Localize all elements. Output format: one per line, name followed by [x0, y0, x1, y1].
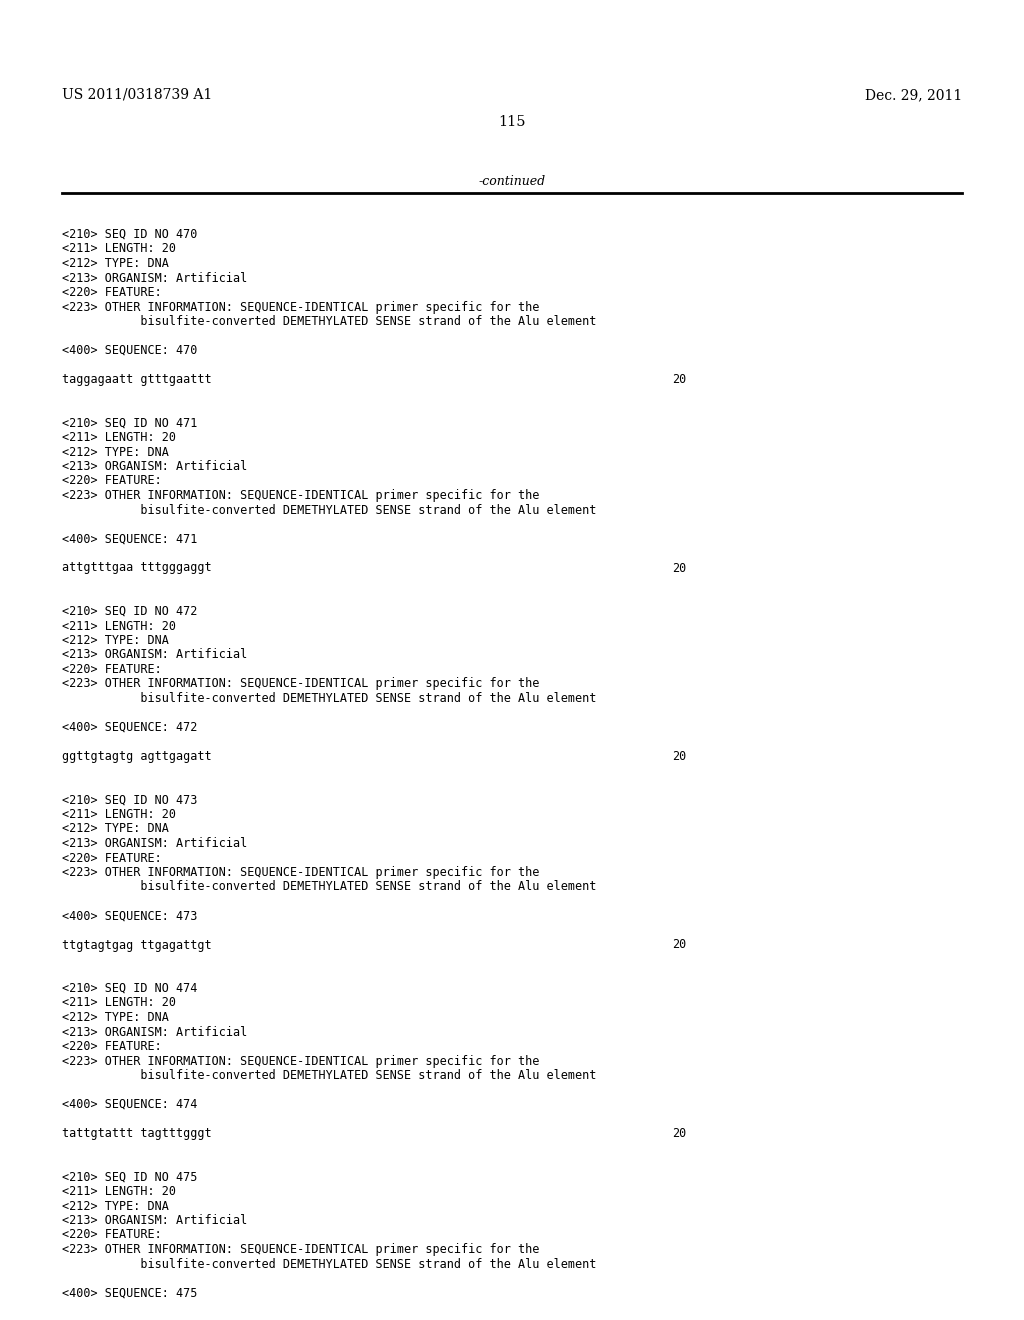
Text: <400> SEQUENCE: 474: <400> SEQUENCE: 474	[62, 1098, 198, 1111]
Text: <220> FEATURE:: <220> FEATURE:	[62, 474, 162, 487]
Text: 20: 20	[672, 750, 686, 763]
Text: <220> FEATURE:: <220> FEATURE:	[62, 663, 162, 676]
Text: bisulfite-converted DEMETHYLATED SENSE strand of the Alu element: bisulfite-converted DEMETHYLATED SENSE s…	[62, 315, 596, 327]
Text: <400> SEQUENCE: 473: <400> SEQUENCE: 473	[62, 909, 198, 923]
Text: Dec. 29, 2011: Dec. 29, 2011	[864, 88, 962, 102]
Text: <211> LENGTH: 20: <211> LENGTH: 20	[62, 808, 176, 821]
Text: ggttgtagtg agttgagatt: ggttgtagtg agttgagatt	[62, 750, 212, 763]
Text: taggagaatt gtttgaattt: taggagaatt gtttgaattt	[62, 374, 212, 385]
Text: <223> OTHER INFORMATION: SEQUENCE-IDENTICAL primer specific for the: <223> OTHER INFORMATION: SEQUENCE-IDENTI…	[62, 1243, 540, 1257]
Text: <211> LENGTH: 20: <211> LENGTH: 20	[62, 432, 176, 444]
Text: <212> TYPE: DNA: <212> TYPE: DNA	[62, 446, 169, 458]
Text: <220> FEATURE:: <220> FEATURE:	[62, 1229, 162, 1242]
Text: <213> ORGANISM: Artificial: <213> ORGANISM: Artificial	[62, 272, 247, 285]
Text: <220> FEATURE:: <220> FEATURE:	[62, 286, 162, 300]
Text: <400> SEQUENCE: 471: <400> SEQUENCE: 471	[62, 532, 198, 545]
Text: 20: 20	[672, 939, 686, 952]
Text: <213> ORGANISM: Artificial: <213> ORGANISM: Artificial	[62, 1026, 247, 1039]
Text: <212> TYPE: DNA: <212> TYPE: DNA	[62, 1011, 169, 1024]
Text: <212> TYPE: DNA: <212> TYPE: DNA	[62, 634, 169, 647]
Text: 20: 20	[672, 374, 686, 385]
Text: <223> OTHER INFORMATION: SEQUENCE-IDENTICAL primer specific for the: <223> OTHER INFORMATION: SEQUENCE-IDENTI…	[62, 866, 540, 879]
Text: <212> TYPE: DNA: <212> TYPE: DNA	[62, 1200, 169, 1213]
Text: <210> SEQ ID NO 473: <210> SEQ ID NO 473	[62, 793, 198, 807]
Text: 115: 115	[499, 115, 525, 129]
Text: <210> SEQ ID NO 474: <210> SEQ ID NO 474	[62, 982, 198, 995]
Text: <212> TYPE: DNA: <212> TYPE: DNA	[62, 822, 169, 836]
Text: <213> ORGANISM: Artificial: <213> ORGANISM: Artificial	[62, 837, 247, 850]
Text: <210> SEQ ID NO 475: <210> SEQ ID NO 475	[62, 1171, 198, 1184]
Text: attgtttgaa tttgggaggt: attgtttgaa tttgggaggt	[62, 561, 212, 574]
Text: <213> ORGANISM: Artificial: <213> ORGANISM: Artificial	[62, 1214, 247, 1228]
Text: -continued: -continued	[478, 176, 546, 187]
Text: bisulfite-converted DEMETHYLATED SENSE strand of the Alu element: bisulfite-converted DEMETHYLATED SENSE s…	[62, 503, 596, 516]
Text: bisulfite-converted DEMETHYLATED SENSE strand of the Alu element: bisulfite-converted DEMETHYLATED SENSE s…	[62, 1258, 596, 1270]
Text: <223> OTHER INFORMATION: SEQUENCE-IDENTICAL primer specific for the: <223> OTHER INFORMATION: SEQUENCE-IDENTI…	[62, 488, 540, 502]
Text: bisulfite-converted DEMETHYLATED SENSE strand of the Alu element: bisulfite-converted DEMETHYLATED SENSE s…	[62, 1069, 596, 1082]
Text: <220> FEATURE:: <220> FEATURE:	[62, 851, 162, 865]
Text: bisulfite-converted DEMETHYLATED SENSE strand of the Alu element: bisulfite-converted DEMETHYLATED SENSE s…	[62, 692, 596, 705]
Text: US 2011/0318739 A1: US 2011/0318739 A1	[62, 88, 212, 102]
Text: <212> TYPE: DNA: <212> TYPE: DNA	[62, 257, 169, 271]
Text: <211> LENGTH: 20: <211> LENGTH: 20	[62, 1185, 176, 1199]
Text: <211> LENGTH: 20: <211> LENGTH: 20	[62, 619, 176, 632]
Text: <210> SEQ ID NO 471: <210> SEQ ID NO 471	[62, 417, 198, 429]
Text: ttgtagtgag ttgagattgt: ttgtagtgag ttgagattgt	[62, 939, 212, 952]
Text: <213> ORGANISM: Artificial: <213> ORGANISM: Artificial	[62, 459, 247, 473]
Text: 20: 20	[672, 1127, 686, 1140]
Text: tattgtattt tagtttgggt: tattgtattt tagtttgggt	[62, 1127, 212, 1140]
Text: <211> LENGTH: 20: <211> LENGTH: 20	[62, 997, 176, 1010]
Text: <213> ORGANISM: Artificial: <213> ORGANISM: Artificial	[62, 648, 247, 661]
Text: 20: 20	[672, 561, 686, 574]
Text: <210> SEQ ID NO 470: <210> SEQ ID NO 470	[62, 228, 198, 242]
Text: <223> OTHER INFORMATION: SEQUENCE-IDENTICAL primer specific for the: <223> OTHER INFORMATION: SEQUENCE-IDENTI…	[62, 1055, 540, 1068]
Text: <400> SEQUENCE: 472: <400> SEQUENCE: 472	[62, 721, 198, 734]
Text: <211> LENGTH: 20: <211> LENGTH: 20	[62, 243, 176, 256]
Text: <223> OTHER INFORMATION: SEQUENCE-IDENTICAL primer specific for the: <223> OTHER INFORMATION: SEQUENCE-IDENTI…	[62, 301, 540, 314]
Text: <210> SEQ ID NO 472: <210> SEQ ID NO 472	[62, 605, 198, 618]
Text: <400> SEQUENCE: 470: <400> SEQUENCE: 470	[62, 345, 198, 356]
Text: <220> FEATURE:: <220> FEATURE:	[62, 1040, 162, 1053]
Text: bisulfite-converted DEMETHYLATED SENSE strand of the Alu element: bisulfite-converted DEMETHYLATED SENSE s…	[62, 880, 596, 894]
Text: <400> SEQUENCE: 475: <400> SEQUENCE: 475	[62, 1287, 198, 1299]
Text: <223> OTHER INFORMATION: SEQUENCE-IDENTICAL primer specific for the: <223> OTHER INFORMATION: SEQUENCE-IDENTI…	[62, 677, 540, 690]
